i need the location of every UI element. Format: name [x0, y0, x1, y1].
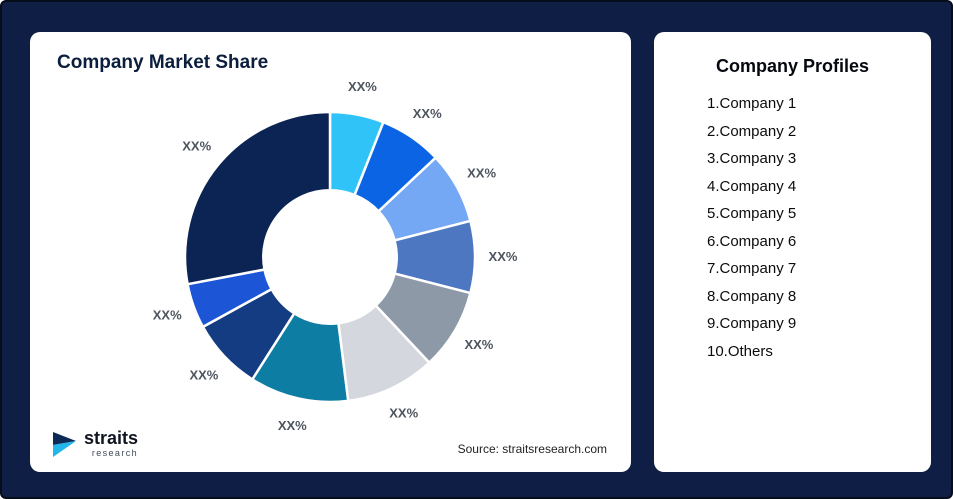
list-item: 5.Company 5 — [707, 205, 797, 222]
segment-label: XX% — [389, 406, 418, 421]
segment-label: XX% — [467, 166, 496, 181]
list-item: 10.Others — [707, 342, 773, 360]
segment-label: XX% — [464, 337, 493, 352]
straits-research-logo: straits research — [50, 429, 138, 458]
segment-label: XX% — [153, 308, 182, 323]
list-item: 8.Company 8 — [707, 287, 797, 305]
logo-text: straits research — [84, 429, 138, 458]
segment-label: XX% — [348, 79, 377, 94]
list-item: 7.Company 7 — [707, 260, 797, 277]
logo-primary-text: straits — [84, 428, 139, 448]
donut-segment — [183, 110, 332, 286]
list-item: 1.Company 1 — [707, 95, 797, 112]
list-item: 4.Company 4 — [707, 177, 797, 195]
segment-label: XX% — [489, 249, 518, 264]
company-profiles-card: Company Profiles 1.Company 1 2.Company 2… — [654, 32, 931, 472]
market-share-card: Company Market Share XX% XX% XX% XX% XX% XX% X… — [30, 32, 631, 472]
list-item: 9.Company 9 — [707, 315, 797, 332]
company-profiles-list: 1.Company 1 2.Company 2 3.Company 3 4.Co… — [654, 90, 931, 365]
list-item: 3.Company 3 — [707, 150, 797, 167]
segment-label: XX% — [278, 418, 307, 433]
list-item: 2.Company 2 — [707, 122, 797, 140]
list-item: 6.Company 6 — [707, 232, 797, 250]
market-share-title: Company Market Share — [57, 52, 269, 73]
company-profiles-title: Company Profiles — [715, 56, 870, 76]
segment-label: XX% — [189, 367, 218, 382]
source-attribution: Source: straitsresearch.com — [457, 442, 607, 456]
segment-label: XX% — [413, 106, 442, 121]
logo-secondary-text: research — [91, 448, 139, 458]
market-share-donut-chart: XX% XX% XX% XX% XX% XX% XX% XX% XX% XX% — [153, 79, 518, 433]
straits-logo-icon — [53, 431, 76, 457]
segment-label: XX% — [182, 139, 211, 154]
